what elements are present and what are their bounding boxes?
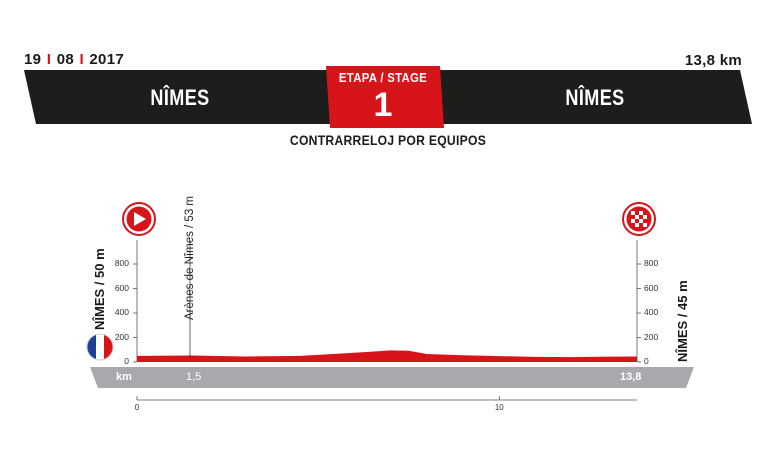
y-tick-label-left: 800 [114, 258, 129, 268]
stage-distance: 13,8 km [684, 52, 742, 69]
date-month: 08 [56, 51, 74, 68]
checkered-flag-icon [622, 202, 656, 236]
y-tick-label-right: 200 [644, 331, 659, 342]
y-tick-label-left: 400 [114, 307, 129, 317]
stage-type: CONTRARRELOJ POR EQUIPOS [289, 133, 487, 148]
date-separator: I [79, 51, 84, 68]
stage-label: ETAPA / STAGE [338, 70, 428, 85]
date-year: 2017 [89, 51, 124, 68]
elevation-area [137, 350, 637, 362]
profile-axes [133, 240, 641, 401]
x-tick-label: 0 [134, 403, 140, 412]
km-end-value: 13,8 [620, 371, 642, 383]
x-tick-label: 10 [494, 403, 504, 412]
y-tick-label-left: 600 [114, 282, 129, 293]
y-tick-label-right: 0 [644, 356, 649, 366]
date-day: 19 [24, 51, 42, 68]
y-tick-label-right: 600 [644, 282, 659, 293]
stage-number: 1 [373, 86, 393, 124]
km-band [90, 367, 694, 388]
y-tick-label-left: 0 [124, 356, 129, 366]
start-city: NÎMES [150, 85, 210, 110]
stage-badge [326, 66, 444, 128]
km-band-label: km [116, 371, 132, 383]
y-tick-label-right: 400 [644, 307, 659, 317]
y-tick-label-right: 800 [644, 258, 659, 268]
km-poi-value: 1,5 [186, 371, 202, 383]
y-tick-label-left: 200 [114, 331, 129, 342]
date-separator: I [46, 51, 52, 68]
end-city: NÎMES [565, 85, 625, 110]
play-triangle-icon [122, 202, 156, 236]
end-altitude-label: NÎMES / 45 m [675, 280, 690, 362]
poi-label: Arènes de Nîmes / 53 m [184, 196, 196, 320]
stage-date: 19 I 08 I 2017 [24, 51, 124, 68]
france-flag-icon [86, 333, 114, 361]
